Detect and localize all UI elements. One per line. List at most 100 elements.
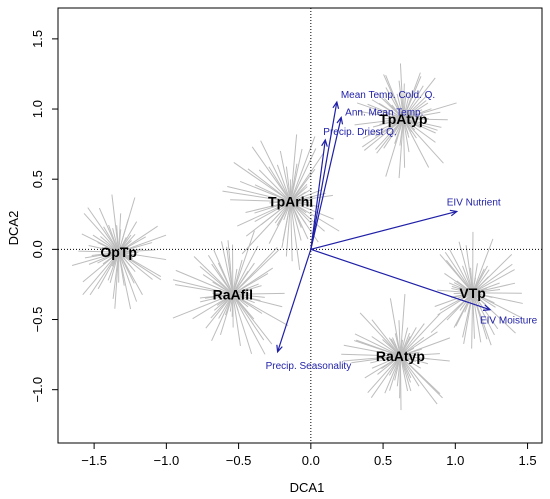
spider-ray — [227, 186, 291, 203]
spider-ray — [383, 74, 404, 120]
spider-ray — [399, 63, 404, 119]
vector-arrow-line — [310, 210, 457, 250]
spider-vtp — [430, 231, 523, 349]
spider-ray — [290, 194, 334, 203]
spider-ray — [219, 294, 234, 336]
vector-arrow-head — [336, 116, 344, 125]
spider-ray — [403, 102, 457, 120]
spider-ray — [290, 201, 302, 241]
spider-ray — [118, 248, 143, 253]
y-tick-label: 0.0 — [30, 240, 45, 258]
spider-ray — [212, 281, 234, 295]
spider-ray — [361, 118, 404, 148]
vector-label: EIV Nutrient — [447, 197, 501, 208]
spider-ray — [118, 237, 127, 253]
spider-ray — [402, 100, 427, 120]
spider-ray — [290, 201, 301, 270]
axis-layer: −1.5 −1.0 −0.5 0.0 0.5 1.0 1.5 −1.0 −0.5 0.0 0.5 1.… — [30, 30, 537, 468]
spider-ray — [172, 279, 233, 295]
spider-ray — [400, 337, 451, 357]
spider-ray — [371, 99, 404, 120]
spider-ray — [377, 94, 404, 120]
spider-ray — [118, 251, 167, 261]
spider-ray — [370, 355, 401, 398]
spider-ray — [353, 340, 401, 357]
spider-ray — [354, 118, 404, 126]
spider-ray — [341, 353, 401, 357]
vector-2: Precip. Driest Q. — [310, 127, 397, 250]
x-tick-label: −1.0 — [154, 453, 180, 468]
spider-ray — [403, 118, 442, 128]
spider-ray — [232, 293, 289, 326]
spider-ray — [232, 259, 243, 295]
spider-ray — [402, 118, 410, 153]
spider-ray — [71, 251, 119, 266]
spider-ray — [375, 118, 404, 150]
spider-ray — [472, 292, 495, 336]
spider-ray — [118, 251, 153, 280]
spider-raafil — [172, 230, 289, 355]
spider-ray — [400, 355, 430, 360]
reference-lines — [58, 8, 542, 443]
x-tick-label: 0.5 — [374, 453, 392, 468]
spider-ray — [226, 246, 234, 295]
spider-ray — [89, 251, 120, 296]
spider-ray — [400, 355, 429, 365]
spider-ray — [370, 355, 401, 364]
vector-arrow-head — [482, 304, 492, 311]
spider-ray — [463, 292, 474, 345]
spider-ray — [192, 293, 234, 320]
spider-ray — [371, 319, 401, 357]
spider-ray — [362, 118, 404, 139]
spider-ray — [200, 293, 233, 303]
spider-ray — [399, 294, 406, 357]
spider-ray — [400, 355, 441, 395]
spider-ray — [290, 136, 316, 202]
spider-ray — [400, 331, 438, 357]
spider-ray — [82, 251, 120, 283]
spider-ray — [430, 292, 473, 333]
vector-5: Precip. Seasonality — [266, 249, 351, 372]
spider-ray — [403, 118, 438, 131]
spider-ray — [383, 118, 404, 149]
spider-ray — [400, 355, 438, 405]
group-label-layer: OpTp TpArhi RaAfil TpAtyp VTp RaAtyp — [100, 111, 485, 364]
spider-tpatyp — [354, 63, 457, 179]
group-label-vtp: VTp — [459, 285, 485, 301]
spider-ray — [290, 201, 325, 232]
spider-ray — [232, 283, 259, 295]
spider-ray — [111, 194, 120, 253]
spider-ray — [175, 284, 233, 295]
spider-ray — [472, 276, 489, 294]
spider-ray — [403, 118, 436, 134]
vector-arrow-line — [277, 249, 312, 352]
spider-ray — [268, 201, 292, 244]
spider-ray — [232, 268, 238, 295]
spider-layer — [71, 63, 523, 411]
spider-ray — [359, 312, 401, 357]
spider-ray — [371, 336, 401, 357]
spider-ray — [399, 355, 402, 411]
spider-ray — [118, 225, 158, 253]
spider-ray — [403, 118, 436, 143]
spider-ray — [400, 323, 425, 357]
vector-3: EIV Nutrient — [310, 197, 501, 250]
spider-ray — [118, 252, 132, 310]
spider-optp — [71, 194, 167, 310]
vector-arrow-line — [310, 139, 326, 250]
x-tick-label: −0.5 — [226, 453, 252, 468]
spider-ray — [251, 146, 292, 202]
spider-ray — [233, 162, 291, 203]
y-tick-label: −0.5 — [30, 307, 45, 333]
spider-ray — [400, 353, 440, 357]
vector-arrow-head — [276, 344, 283, 354]
spider-ray — [462, 265, 474, 294]
spider-ray — [290, 148, 317, 202]
vector-label: EIV Moisture — [480, 316, 538, 327]
group-label-tparhi: TpArhi — [268, 194, 313, 210]
vector-arrow-head — [449, 209, 459, 217]
spider-ray — [217, 262, 234, 295]
spider-ray — [403, 118, 448, 121]
spider-ray — [118, 234, 167, 253]
y-tick-label: −1.0 — [30, 377, 45, 403]
